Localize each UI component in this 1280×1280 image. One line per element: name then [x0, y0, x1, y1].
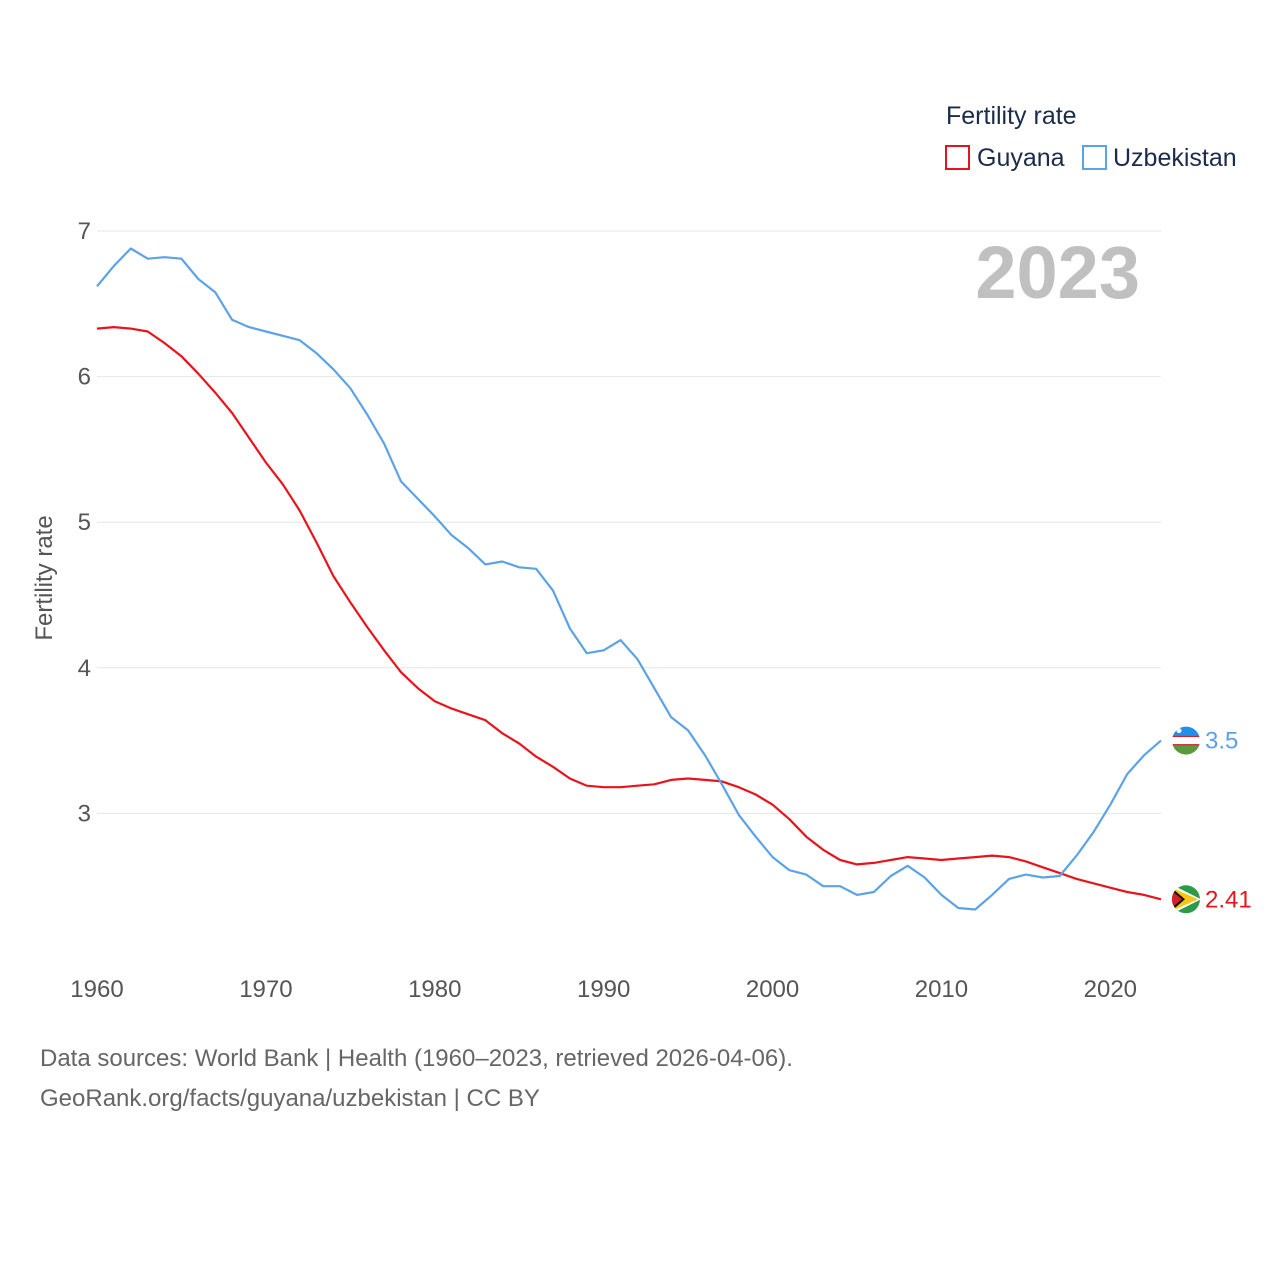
year-label: 2023: [975, 231, 1140, 314]
y-tick-label: 6: [78, 364, 91, 391]
footer-attribution[interactable]: GeoRank.org/facts/guyana/uzbekistan | CC…: [40, 1085, 540, 1112]
line-chart: 3 4 5 6 7 1960 1970 1980 1990 2000 2010 2020 Ferti…: [31, 102, 1252, 1003]
series-line-uzbekistan[interactable]: [96, 247, 1162, 911]
legend-swatch-guyana[interactable]: [945, 145, 970, 170]
series-line-guyana[interactable]: [96, 326, 1162, 901]
legend-label-guyana[interactable]: Guyana: [977, 144, 1065, 172]
end-markers: 2.41 3.5: [1172, 726, 1252, 914]
y-axis-label: Fertility rate: [31, 515, 58, 640]
guyana-flag-icon: [1172, 885, 1200, 914]
grid-lines: [97, 230, 1161, 814]
end-value-guyana: 2.41: [1205, 886, 1252, 913]
legend-title: Fertility rate: [946, 102, 1077, 130]
x-tick-label: 1980: [408, 976, 461, 1003]
legend-swatch-uzbekistan[interactable]: [1082, 145, 1107, 170]
end-value-uzbekistan: 3.5: [1205, 728, 1238, 755]
y-axis-ticks: 3 4 5 6 7: [78, 218, 91, 827]
x-tick-label: 1990: [577, 976, 630, 1003]
y-tick-label: 7: [78, 218, 91, 245]
y-tick-label: 3: [78, 800, 91, 827]
x-tick-label: 2000: [746, 976, 799, 1003]
x-tick-label: 1960: [70, 976, 123, 1003]
x-tick-label: 2010: [915, 976, 968, 1003]
x-axis-ticks: 1960 1970 1980 1990 2000 2010 2020: [70, 976, 1137, 1003]
uzbekistan-flag-icon: [1172, 726, 1200, 755]
footer-source: Data sources: World Bank | Health (1960–…: [40, 1045, 793, 1072]
series-lines: [96, 247, 1162, 911]
legend-label-uzbekistan[interactable]: Uzbekistan: [1113, 144, 1237, 172]
y-tick-label: 4: [78, 655, 91, 682]
y-tick-label: 5: [78, 509, 91, 536]
legend: Fertility rate Guyana Uzbekistan: [945, 102, 1237, 172]
x-tick-label: 2020: [1084, 976, 1137, 1003]
x-tick-label: 1970: [239, 976, 292, 1003]
